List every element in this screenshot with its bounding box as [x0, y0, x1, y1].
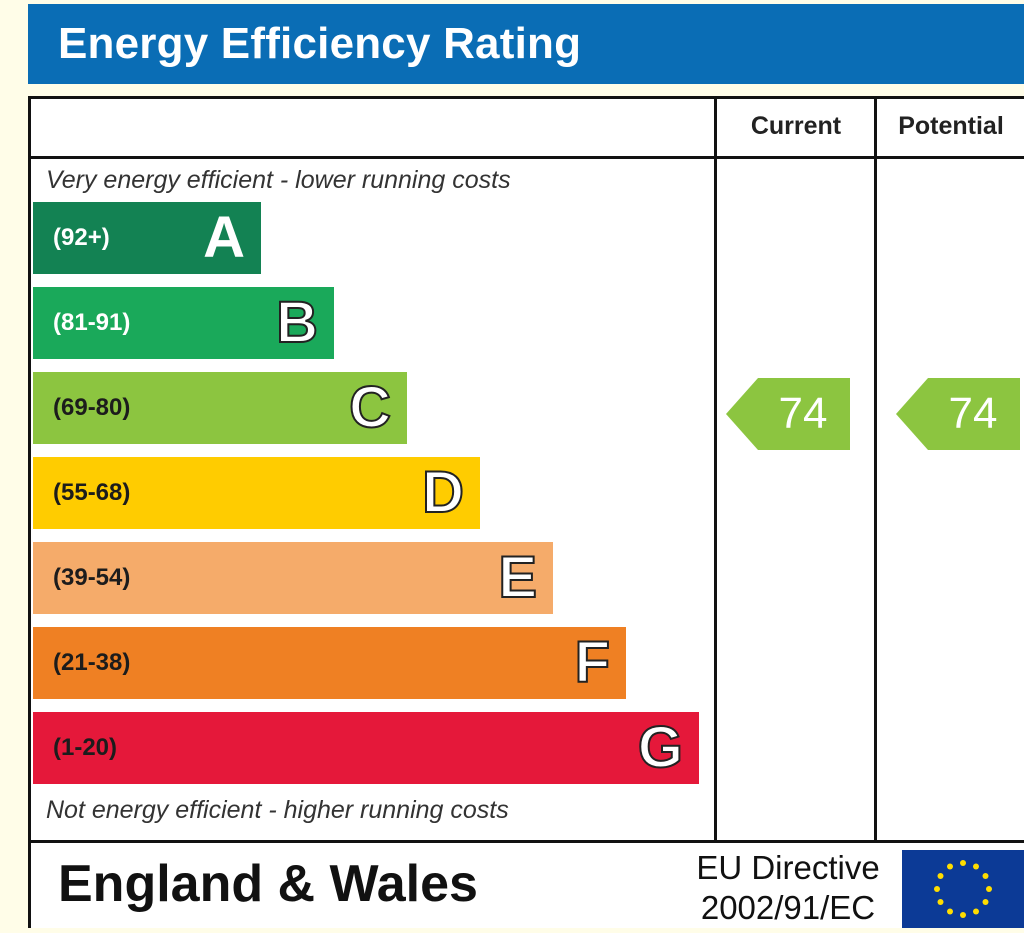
band-letter: G: [637, 714, 684, 781]
current-arrow-shape: [726, 378, 850, 450]
potential-arrow-shape: [896, 378, 1020, 450]
band-letter: F: [574, 629, 611, 696]
rating-panel: Current Potential Very energy efficient …: [28, 96, 1024, 928]
footer-divider: [28, 840, 1024, 843]
flag-star: [937, 899, 944, 905]
band-range-label: (21-38): [53, 649, 131, 676]
region-label: England & Wales: [58, 855, 478, 913]
band-letter: B: [275, 289, 319, 356]
flag-star: [986, 886, 992, 892]
band-f: (21-38) F: [33, 627, 626, 699]
band-letter: E: [497, 544, 538, 611]
current-rating-arrow: 74: [726, 378, 850, 450]
potential-rating-arrow: 74: [896, 378, 1020, 450]
flag-star: [937, 873, 944, 879]
band-range-label: (69-80): [53, 394, 131, 421]
flag-star: [973, 863, 979, 870]
header-bar: Energy Efficiency Rating: [28, 4, 1024, 84]
flag-star: [947, 863, 953, 870]
directive-line-2: 2002/91/EC: [700, 889, 876, 926]
band-c: (69-80) C: [33, 372, 407, 444]
page-title: Energy Efficiency Rating: [58, 19, 582, 68]
band-letter: D: [421, 459, 465, 526]
border-top: [28, 96, 1024, 99]
eu-directive-label: EU Directive 2002/91/EC: [688, 848, 888, 928]
band-range-label: (55-68): [53, 479, 131, 506]
band-g: (1-20) G: [33, 712, 699, 784]
band-range-label: (39-54): [53, 564, 131, 591]
flag-star: [947, 908, 953, 915]
directive-line-1: EU Directive: [696, 849, 880, 886]
efficient-caption: Very energy efficient - lower running co…: [46, 166, 511, 194]
potential-column-header: Potential: [898, 112, 1004, 140]
band-letter: A: [203, 205, 245, 270]
current-rating-value: 74: [778, 389, 828, 438]
flag-star: [960, 860, 966, 866]
potential-col-divider: [874, 96, 877, 842]
current-column-header: Current: [750, 112, 842, 140]
current-col-divider: [714, 96, 717, 842]
inefficient-caption: Not energy efficient - higher running co…: [46, 796, 509, 824]
band-a: (92+) A: [33, 202, 261, 274]
flag-star: [982, 899, 989, 905]
flag-star: [960, 912, 966, 918]
band-range-label: (81-91): [53, 309, 131, 336]
flag-star: [934, 886, 940, 892]
eu-flag-icon: [902, 850, 1024, 928]
band-range-label: (1-20): [53, 734, 118, 761]
band-e: (39-54) E: [33, 542, 553, 614]
band-d: (55-68) D: [33, 457, 480, 529]
band-range-label: (92+): [53, 224, 110, 251]
flag-star: [973, 908, 979, 915]
band-letter: C: [348, 374, 392, 441]
band-b: (81-91) B: [33, 287, 334, 359]
potential-rating-value: 74: [948, 389, 998, 438]
header-divider: [28, 156, 1024, 159]
flag-star: [982, 873, 989, 879]
border-left: [28, 96, 31, 928]
